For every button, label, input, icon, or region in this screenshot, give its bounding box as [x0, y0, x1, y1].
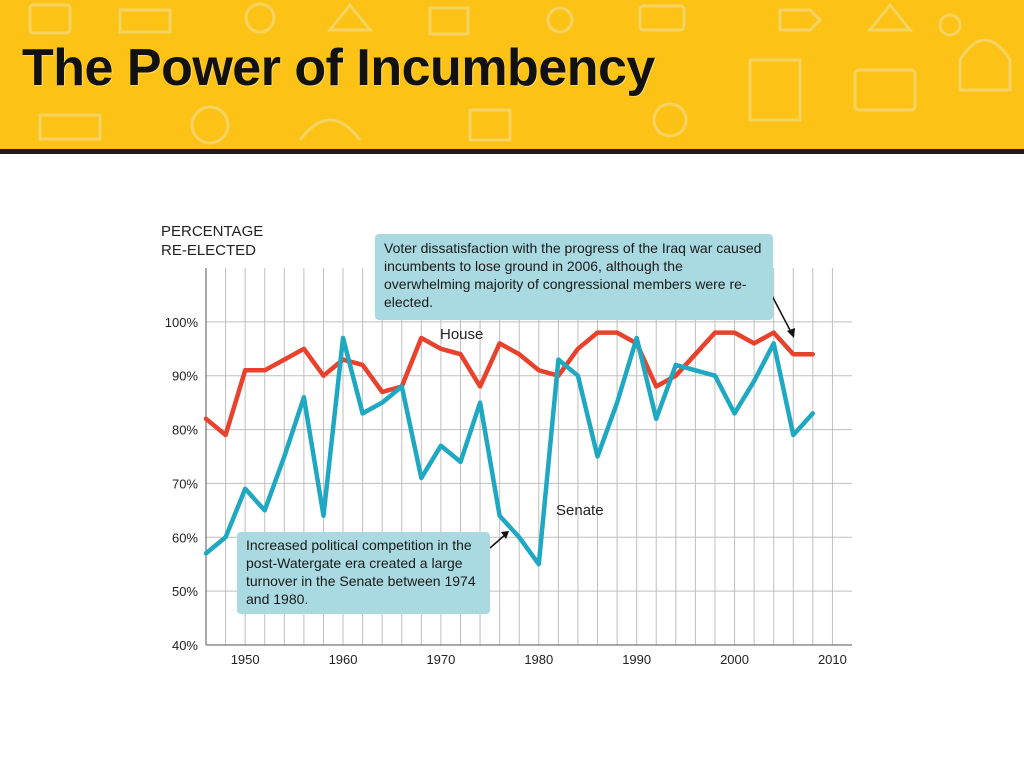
y-tick-label: 80% [172, 423, 198, 438]
senate-series-label: Senate [556, 502, 604, 519]
house-series-label: House [440, 326, 483, 343]
y-tick-label: 40% [172, 638, 198, 653]
iraq-war-arrowhead [787, 328, 795, 338]
house-series-line [203, 330, 816, 438]
senate-series-line [203, 335, 816, 567]
y-axis-label-line-1: PERCENTAGE [161, 223, 264, 240]
watergate-arrow [489, 533, 507, 549]
y-tick-label: 70% [172, 476, 198, 491]
y-tick-label: 50% [172, 584, 198, 599]
iraq-war-annotation-text: Voter dissatisfaction with the progress … [384, 240, 762, 310]
banner-divider [0, 149, 1024, 154]
y-tick-label: 90% [172, 369, 198, 384]
slide-title: The Power of Incumbency [22, 39, 655, 97]
x-tick-label: 1990 [622, 652, 651, 667]
watergate-annotation: Increased political competition in the p… [237, 532, 490, 614]
banner-pattern-icon [28, 2, 1012, 145]
y-tick-label: 60% [172, 530, 198, 545]
x-tick-label: 1970 [426, 652, 455, 667]
x-tick-label: 2000 [720, 652, 749, 667]
y-axis-label-line-2: RE-ELECTED [161, 242, 257, 259]
x-tick-label: 1980 [524, 652, 553, 667]
iraq-war-annotation: Voter dissatisfaction with the progress … [375, 234, 773, 320]
x-tick-label: 1960 [329, 652, 358, 667]
y-tick-label: 100% [165, 315, 199, 330]
watergate-arrowhead [501, 531, 509, 539]
title-banner: The Power of Incumbency [0, 0, 1024, 149]
watergate-annotation-text: Increased political competition in the p… [246, 537, 476, 607]
x-tick-label: 1950 [231, 652, 260, 667]
y-axis-label: PERCENTAGE RE-ELECTED [161, 222, 263, 260]
x-tick-label: 2010 [818, 652, 847, 667]
